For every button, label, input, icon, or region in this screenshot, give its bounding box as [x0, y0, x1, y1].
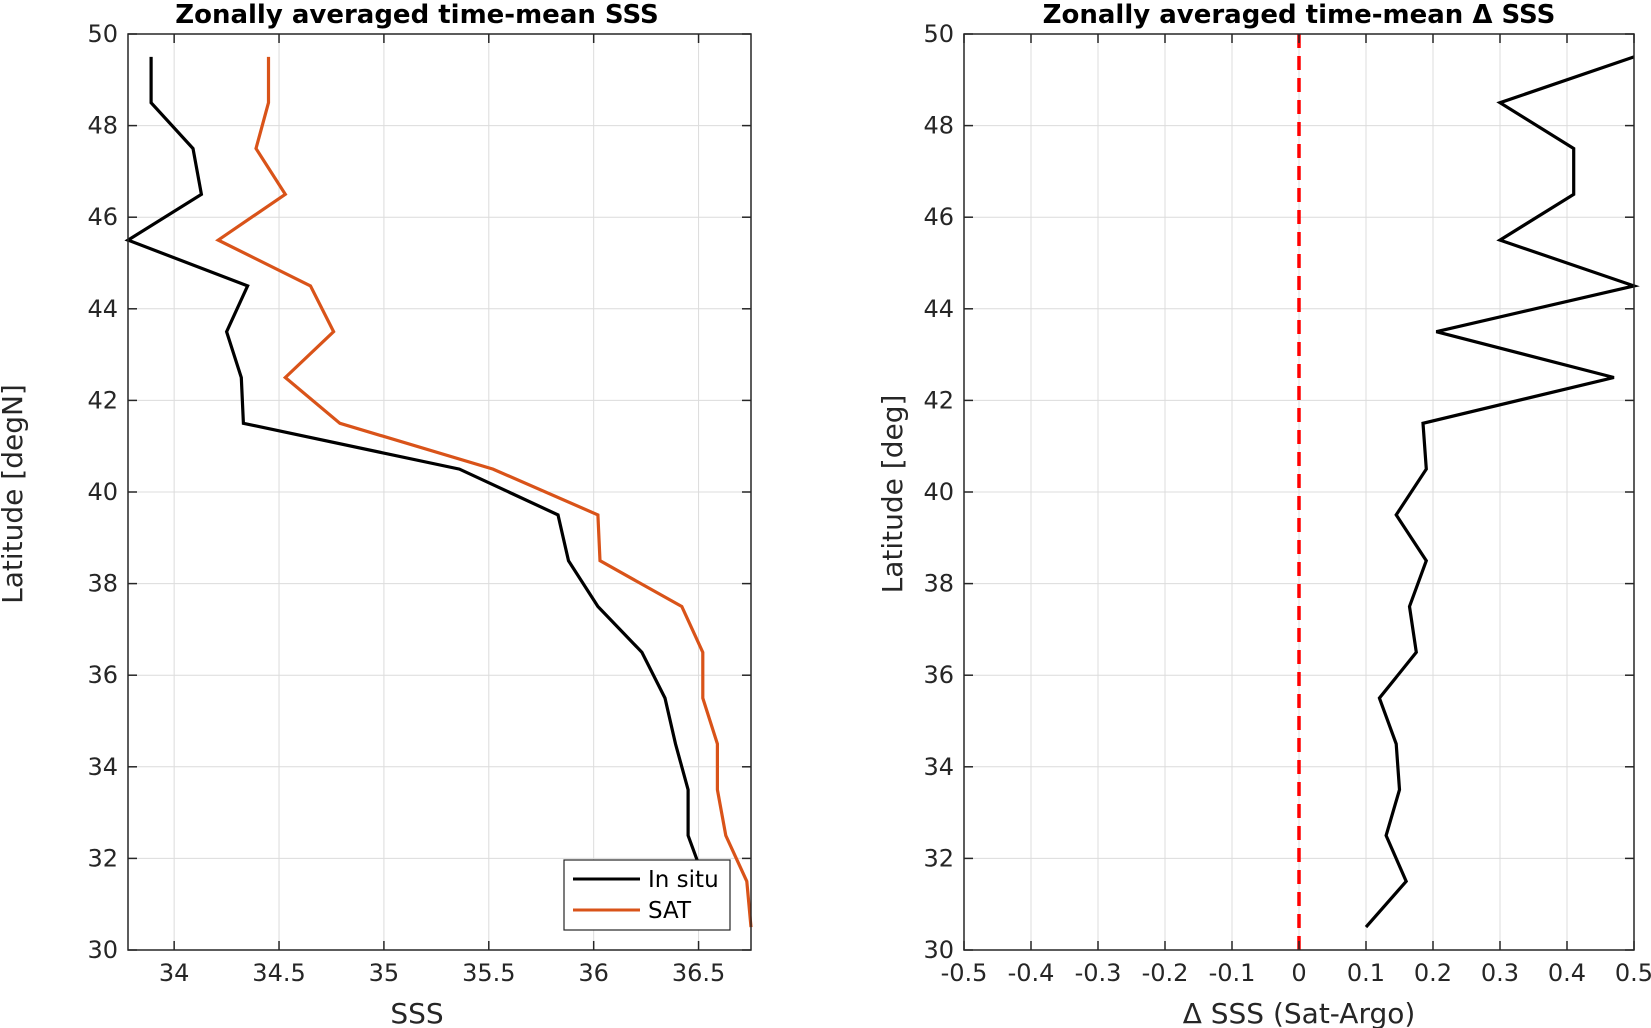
grid-sss — [128, 33, 751, 951]
legend-box — [563, 859, 731, 931]
y-tick-label: 38 — [923, 570, 954, 598]
y-tick-label: 50 — [923, 20, 954, 48]
chart-title-sss: Zonally averaged time-mean SSS — [175, 0, 659, 30]
series-sss — [124, 56, 753, 928]
x-tick-label: 0.1 — [1347, 959, 1385, 987]
legend: In situ SAT — [563, 859, 731, 931]
y-tick-label: 30 — [87, 936, 118, 964]
ticks-delta: -0.5 -0.4 -0.3 -0.2 -0.1 0 0.1 0.2 0.3 0.4 0.5 30 32… — [923, 20, 1651, 987]
y-tick-label: 30 — [923, 936, 954, 964]
x-tick-label: 0.5 — [1615, 959, 1651, 987]
y-tick-label: 44 — [87, 295, 118, 323]
y-tick-label: 46 — [87, 203, 118, 231]
x-axis-label-delta: Δ SSS (Sat-Argo) — [1183, 997, 1416, 1028]
y-tick-label: 42 — [87, 386, 118, 414]
y-axis-label-sss: Latitude [degN] — [0, 384, 29, 604]
x-tick-label: -0.4 — [1008, 959, 1055, 987]
y-tick-label: 42 — [923, 386, 954, 414]
series-delta — [1297, 34, 1640, 950]
y-tick-label: 48 — [923, 112, 954, 140]
y-tick-label: 38 — [87, 570, 118, 598]
y-tick-label: 50 — [87, 20, 118, 48]
grid-delta — [963, 33, 1635, 951]
x-tick-label: 0.3 — [1481, 959, 1519, 987]
x-tick-label: 0.2 — [1414, 959, 1452, 987]
x-tick-label: -0.2 — [1142, 959, 1189, 987]
y-tick-label: 32 — [923, 844, 954, 872]
x-tick-label: 36 — [578, 959, 609, 987]
x-tick-label: 36.5 — [672, 959, 725, 987]
y-tick-label: 40 — [87, 478, 118, 506]
chart-sss: 34 34.5 35 35.5 36 36.5 30 32 34 36 38 40 42 44 46 48 50… — [0, 0, 753, 1028]
series-line-sat — [215, 56, 753, 928]
y-tick-label: 34 — [87, 753, 118, 781]
x-tick-label: 35.5 — [462, 959, 515, 987]
y-tick-label: 36 — [87, 661, 118, 689]
x-tick-label: -0.3 — [1075, 959, 1122, 987]
legend-label-in-situ: In situ — [648, 867, 719, 893]
series-line-in-situ — [124, 56, 707, 882]
y-axis-label-delta: Latitude [deg] — [876, 395, 909, 594]
y-tick-label: 34 — [923, 753, 954, 781]
y-tick-label: 44 — [923, 295, 954, 323]
x-tick-label: 0 — [1291, 959, 1306, 987]
x-tick-label: 35 — [369, 959, 400, 987]
chart-title-delta: Zonally averaged time-mean Δ SSS — [1043, 0, 1556, 30]
x-tick-label: 34.5 — [252, 959, 305, 987]
legend-label-sat: SAT — [648, 898, 692, 924]
x-tick-label: 34 — [159, 959, 190, 987]
y-tick-label: 36 — [923, 661, 954, 689]
y-tick-label: 32 — [87, 844, 118, 872]
y-tick-label: 40 — [923, 478, 954, 506]
x-axis-label-sss: SSS — [390, 997, 443, 1028]
ticks-sss: 34 34.5 35 35.5 36 36.5 30 32 34 36 38 40 42 44 46 48 50 — [87, 20, 751, 987]
x-tick-label: -0.5 — [941, 959, 988, 987]
x-tick-label: -0.1 — [1209, 959, 1256, 987]
y-tick-label: 48 — [87, 112, 118, 140]
y-tick-label: 46 — [923, 203, 954, 231]
series-line-delta — [1364, 55, 1640, 929]
chart-delta-sss: -0.5 -0.4 -0.3 -0.2 -0.1 0 0.1 0.2 0.3 0.4 0.5 30 32… — [876, 0, 1651, 1028]
x-tick-label: 0.4 — [1548, 959, 1586, 987]
